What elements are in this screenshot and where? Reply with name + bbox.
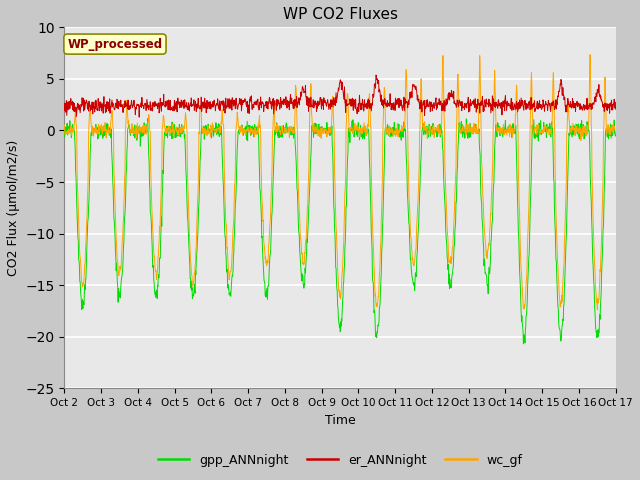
er_ANNnight bbox=[499, 100, 506, 106]
Line: er_ANNnight: er_ANNnight bbox=[65, 75, 616, 117]
gpp_ANNnight bbox=[245, 128, 253, 134]
wc_gf bbox=[245, 128, 253, 133]
er_ANNnight bbox=[426, 108, 434, 114]
Line: gpp_ANNnight: gpp_ANNnight bbox=[65, 119, 616, 344]
wc_gf bbox=[426, 125, 433, 131]
gpp_ANNnight bbox=[170, 121, 178, 127]
Text: WP_processed: WP_processed bbox=[67, 37, 163, 50]
gpp_ANNnight bbox=[520, 341, 527, 347]
er_ANNnight bbox=[61, 108, 68, 113]
Legend: gpp_ANNnight, er_ANNnight, wc_gf: gpp_ANNnight, er_ANNnight, wc_gf bbox=[152, 449, 527, 472]
wc_gf bbox=[170, 128, 177, 134]
gpp_ANNnight bbox=[547, 130, 555, 135]
wc_gf bbox=[61, 122, 68, 128]
wc_gf bbox=[183, 129, 191, 135]
Title: WP CO2 Fluxes: WP CO2 Fluxes bbox=[283, 7, 397, 22]
wc_gf bbox=[498, 127, 506, 132]
gpp_ANNnight bbox=[498, 131, 506, 136]
er_ANNnight bbox=[547, 104, 555, 110]
gpp_ANNnight bbox=[184, 214, 191, 219]
er_ANNnight bbox=[170, 108, 178, 114]
gpp_ANNnight bbox=[426, 129, 434, 134]
wc_gf bbox=[593, 307, 601, 313]
wc_gf bbox=[612, 131, 620, 136]
er_ANNnight bbox=[245, 111, 253, 117]
X-axis label: Time: Time bbox=[324, 414, 355, 427]
er_ANNnight bbox=[372, 72, 380, 78]
wc_gf bbox=[586, 52, 594, 58]
gpp_ANNnight bbox=[612, 132, 620, 138]
gpp_ANNnight bbox=[61, 134, 68, 140]
gpp_ANNnight bbox=[144, 116, 152, 121]
wc_gf bbox=[547, 127, 554, 132]
Line: wc_gf: wc_gf bbox=[65, 55, 616, 310]
er_ANNnight bbox=[184, 107, 191, 112]
Y-axis label: CO2 Flux (μmol/m2/s): CO2 Flux (μmol/m2/s) bbox=[7, 140, 20, 276]
er_ANNnight bbox=[135, 114, 143, 120]
er_ANNnight bbox=[612, 107, 620, 112]
